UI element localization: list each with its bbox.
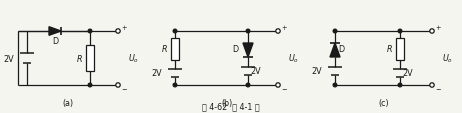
Text: (c): (c) [378,98,389,107]
Text: +: + [435,25,440,31]
Circle shape [430,83,434,87]
Bar [396,39,404,60]
Circle shape [116,83,120,87]
Text: R: R [387,45,392,54]
Circle shape [430,29,434,34]
Text: (a): (a) [62,98,73,107]
Circle shape [276,83,280,87]
Text: 2V: 2V [311,67,322,76]
Polygon shape [330,44,340,58]
Text: R: R [162,45,167,54]
Circle shape [246,84,250,87]
Circle shape [88,84,92,87]
Circle shape [116,29,120,34]
Circle shape [398,30,402,33]
Text: 2V: 2V [250,67,261,76]
Circle shape [333,84,337,87]
Polygon shape [49,27,61,36]
Polygon shape [243,44,253,58]
Text: +: + [281,25,286,31]
Text: −: − [281,86,286,92]
Text: D: D [52,37,58,46]
Text: 2V: 2V [152,68,162,77]
Text: $U_o$: $U_o$ [442,52,453,65]
Text: 2V: 2V [402,68,413,77]
Circle shape [333,30,337,33]
Text: R: R [77,54,82,63]
Text: (b): (b) [221,98,232,107]
Text: D: D [338,44,344,53]
Circle shape [276,29,280,34]
Text: D: D [232,44,238,53]
Text: −: − [121,86,127,92]
Circle shape [173,30,177,33]
Circle shape [246,30,250,33]
Circle shape [398,84,402,87]
Text: 2V: 2V [3,54,14,63]
Text: 图 4-62  题 4-1 图: 图 4-62 题 4-1 图 [202,101,260,110]
Text: $U_o$: $U_o$ [288,52,299,65]
Bar [86,46,94,71]
Circle shape [173,84,177,87]
Text: +: + [121,25,127,31]
Text: −: − [435,86,440,92]
Circle shape [88,30,92,33]
Bar [171,39,179,60]
Text: $U_o$: $U_o$ [128,52,139,65]
